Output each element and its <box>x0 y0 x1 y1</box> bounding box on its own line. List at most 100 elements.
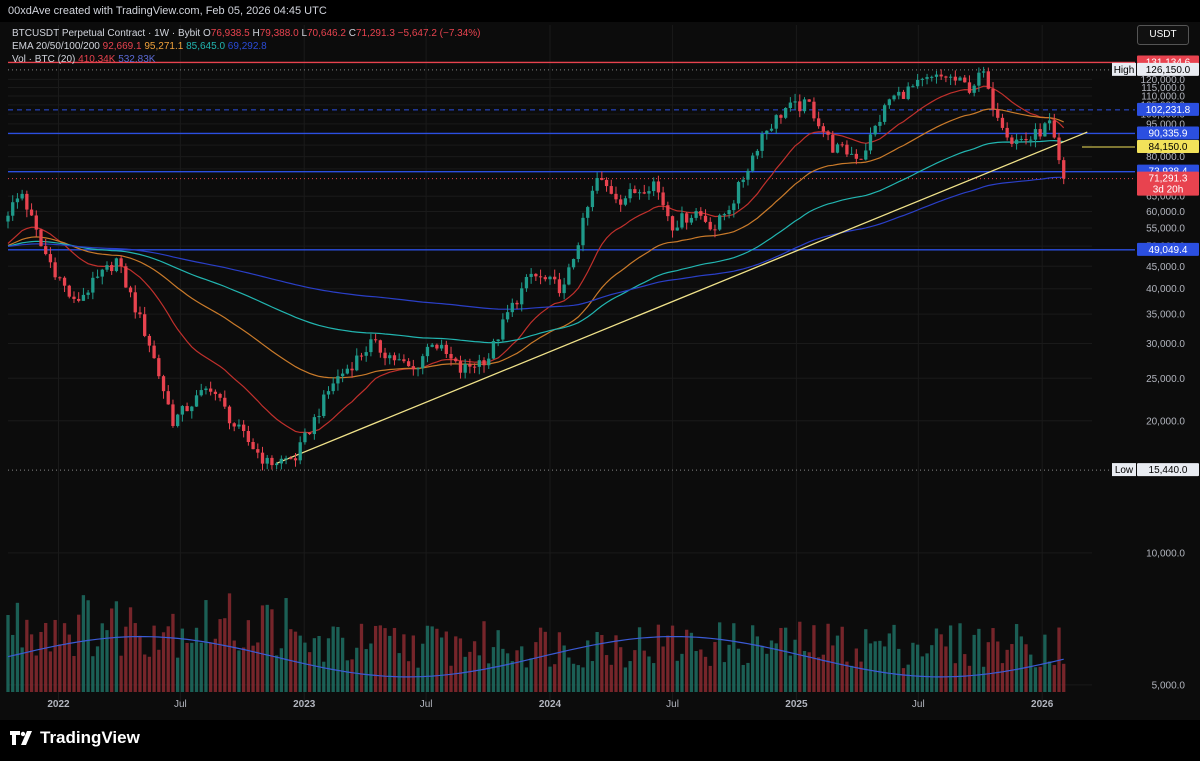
volume-bar <box>25 619 29 692</box>
volume-bar <box>849 665 854 692</box>
volume-bar <box>911 642 915 692</box>
volume-bar <box>666 635 670 692</box>
candle-body <box>755 150 760 156</box>
candle-body <box>694 211 698 218</box>
price-label-badge <box>1137 62 1199 76</box>
volume-bar <box>892 624 896 692</box>
candle-body <box>138 312 142 315</box>
currency-button[interactable]: USDT <box>1137 25 1189 45</box>
legend-volume-row: Vol · BTC (20) 410.34K 532.83K <box>12 53 481 66</box>
candle-body <box>835 144 840 153</box>
volume-bar <box>996 641 1000 692</box>
volume-bar <box>274 655 279 692</box>
candles <box>6 66 1066 471</box>
volume-bar <box>878 640 882 692</box>
candle-body <box>487 358 491 366</box>
chart-frame[interactable] <box>0 22 1200 720</box>
candle-body <box>864 150 868 160</box>
volume-bar <box>317 636 321 692</box>
volume-bar <box>67 634 71 692</box>
volume-bar <box>124 626 128 692</box>
candle-body <box>388 355 392 359</box>
price-tick-label: 5,000.0 <box>1152 680 1186 691</box>
volume-bar <box>260 605 265 692</box>
volume-bar <box>713 642 717 692</box>
candle-body <box>171 404 175 426</box>
candle-body <box>548 276 552 280</box>
price-label-badge <box>1137 242 1199 256</box>
price-label-text: 102,231.8 <box>1146 105 1191 116</box>
candle-body <box>675 227 679 231</box>
candle-body <box>967 82 972 93</box>
candle-body <box>505 312 510 320</box>
volume-bar <box>242 647 246 692</box>
volume-bar <box>741 664 745 692</box>
volume-bar <box>303 642 307 692</box>
candle-body <box>204 388 208 391</box>
price-tick-label: 40,000.0 <box>1146 284 1185 295</box>
candle-body <box>642 192 646 194</box>
candle-body <box>364 352 368 356</box>
candle-body <box>397 359 401 361</box>
volume-bar <box>29 634 34 692</box>
price-tick-label: 45,000.0 <box>1146 262 1185 273</box>
candle-body <box>392 355 397 361</box>
volume-bar <box>543 631 547 692</box>
volume-bar <box>977 628 981 692</box>
volume-bar <box>77 614 81 692</box>
candle-body <box>981 71 986 73</box>
volume-bar <box>209 642 213 692</box>
candle-body <box>265 457 269 464</box>
candle-body <box>840 144 844 146</box>
candle-body <box>703 215 708 222</box>
open-label: O <box>202 28 211 39</box>
candle-body <box>345 368 349 374</box>
candle-body <box>77 298 81 301</box>
candle-body <box>242 424 246 432</box>
candle-body <box>48 254 53 263</box>
candle-body <box>581 217 585 246</box>
time-axis: 2022 Jul 2023 Jul 2024 Jul 2025 Jul 2026 <box>47 699 1053 710</box>
candle-body <box>793 101 797 103</box>
volume-bar <box>397 653 401 692</box>
price-chart[interactable]: 120,000.0115,000.0110,000.0105,000.0100,… <box>0 0 1200 720</box>
candle-body <box>232 423 236 427</box>
candle-body <box>256 449 260 453</box>
candle-body <box>463 363 467 373</box>
candle-body <box>373 339 378 341</box>
time-tick-label: 2022 <box>47 699 70 710</box>
candle-body <box>746 170 750 180</box>
legend-ema-row: EMA 20/50/100/200 92,669.1 95,271.1 85,6… <box>12 40 481 53</box>
ema-label[interactable]: EMA 20/50/100/200 <box>12 41 100 52</box>
volume-bar <box>694 651 698 692</box>
candle-body <box>562 284 566 294</box>
candle-body <box>713 229 717 231</box>
candle-body <box>6 215 10 222</box>
candle-body <box>939 74 943 77</box>
volume-bar <box>751 625 755 692</box>
tradingview-logo-icon <box>10 731 32 745</box>
candle-body <box>322 394 326 417</box>
volume-bar <box>722 662 727 692</box>
candle-body <box>878 121 882 126</box>
volume-bar <box>501 648 505 692</box>
candle-body <box>670 216 675 231</box>
grid <box>8 25 1092 705</box>
candle-body <box>802 99 807 112</box>
volume-bar <box>948 625 953 692</box>
volume-bar <box>746 662 750 692</box>
volume-bar <box>425 625 430 692</box>
volume-bar <box>138 635 142 692</box>
time-tick-label: Jul <box>174 699 187 710</box>
symbol-title[interactable]: BTCUSDT Perpetual Contract · 1W · Bybit <box>12 28 201 39</box>
volume-bar <box>232 640 236 692</box>
candle-body <box>868 134 873 151</box>
candle-body <box>680 213 684 228</box>
candle-body <box>609 186 613 194</box>
candle-body <box>567 267 571 285</box>
volume-bar <box>981 666 986 692</box>
volume-bar <box>868 643 873 692</box>
volume-bar <box>58 644 62 692</box>
volume-label[interactable]: Vol · BTC (20) <box>12 54 76 65</box>
candle-body <box>751 155 755 171</box>
